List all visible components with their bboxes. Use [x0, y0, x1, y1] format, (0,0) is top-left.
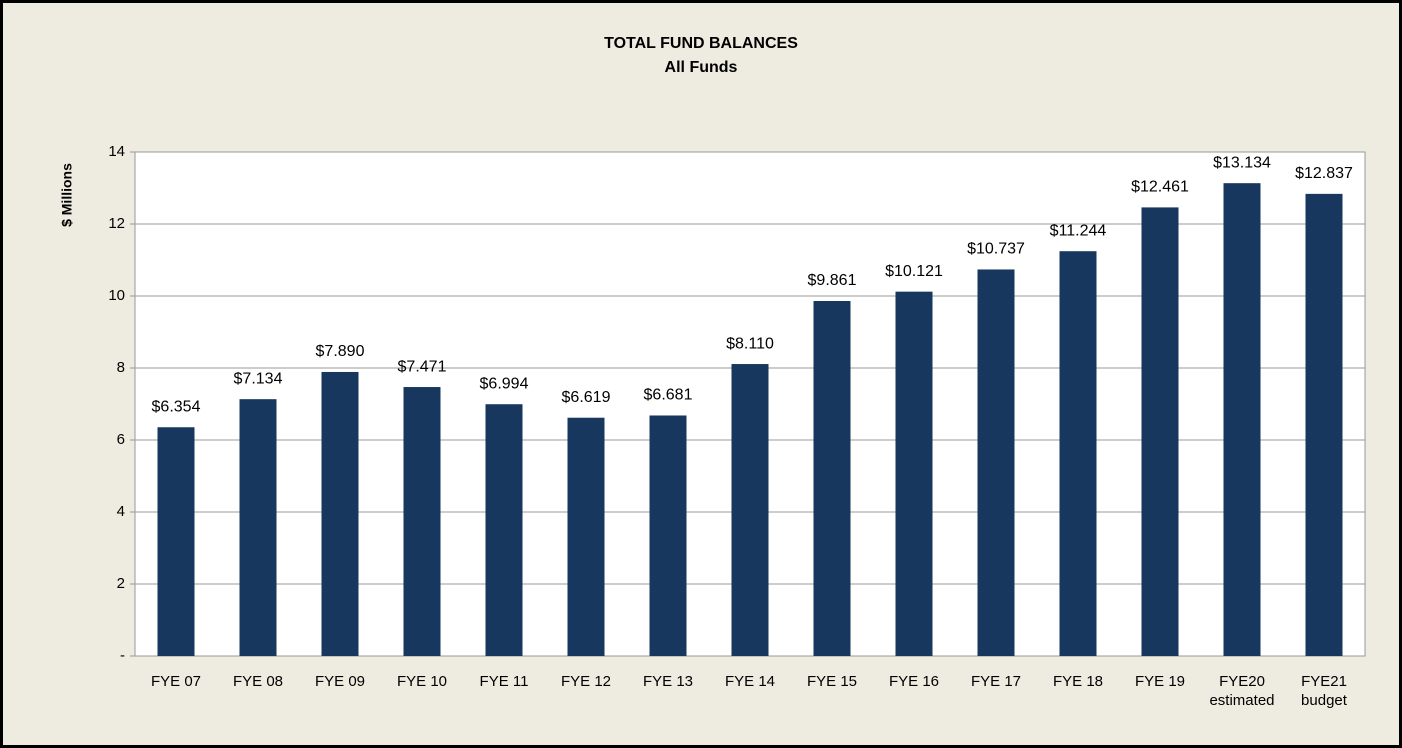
data-label: $9.861 [808, 272, 857, 289]
bar [485, 404, 523, 656]
x-tick-label: FYE20 estimated [1209, 673, 1275, 709]
y-tick-label: - [120, 647, 125, 664]
data-label: $12.461 [1131, 179, 1189, 196]
bar [895, 291, 933, 656]
y-tick-label: 2 [117, 575, 125, 592]
data-label: $6.681 [644, 387, 693, 404]
data-label: $6.994 [480, 375, 529, 392]
x-tick-label: FYE 09 [314, 673, 366, 690]
data-label: $7.134 [234, 370, 283, 387]
x-tick-label: FYE21 budget [1301, 673, 1347, 709]
data-label: $6.354 [152, 398, 201, 415]
bar [1223, 183, 1261, 656]
chart-title: TOTAL FUND BALANCES [604, 35, 798, 52]
data-label: $10.737 [967, 241, 1025, 258]
x-tick-label: FYE 14 [724, 673, 776, 690]
data-label: $12.837 [1295, 165, 1353, 182]
data-label: $7.471 [398, 358, 447, 375]
x-tick-label: FYE 19 [1134, 673, 1186, 690]
data-label: $11.244 [1050, 222, 1107, 239]
x-tick-label: FYE 12 [560, 673, 612, 690]
bar [731, 364, 769, 656]
y-tick-label: 6 [117, 431, 125, 448]
bar [321, 371, 359, 656]
x-tick-label: FYE 11 [479, 673, 529, 690]
chart-subtitle: All Funds [665, 59, 738, 76]
x-tick-label: FYE 08 [232, 673, 284, 690]
x-tick-label: FYE 16 [888, 673, 940, 690]
y-axis-label: $ Millions [59, 163, 75, 227]
data-label: $7.890 [316, 343, 365, 360]
x-tick-label: FYE 07 [150, 673, 202, 690]
x-tick-label: FYE 17 [970, 673, 1022, 690]
bar [567, 417, 605, 656]
x-tick-label: FYE 13 [642, 673, 694, 690]
data-label: $13.134 [1213, 154, 1271, 171]
y-tick-label: 10 [108, 287, 125, 304]
data-label: $10.121 [885, 263, 943, 280]
bar [1059, 251, 1097, 656]
bar [403, 387, 441, 656]
y-tick-label: 14 [108, 143, 125, 160]
bar [1305, 193, 1343, 657]
x-tick-label: FYE 10 [396, 673, 448, 690]
x-tick-label: FYE 18 [1052, 673, 1104, 690]
bar [239, 399, 277, 656]
bar [649, 415, 687, 656]
bar [1141, 207, 1179, 657]
y-tick-label: 8 [117, 359, 125, 376]
y-tick-label: 12 [108, 215, 125, 232]
bar [813, 301, 851, 656]
data-label: $6.619 [562, 389, 611, 406]
data-label: $8.110 [726, 335, 774, 352]
x-tick-label: FYE 15 [806, 673, 858, 690]
bar [977, 269, 1015, 656]
y-tick-label: 4 [117, 503, 125, 520]
bar [157, 427, 195, 656]
